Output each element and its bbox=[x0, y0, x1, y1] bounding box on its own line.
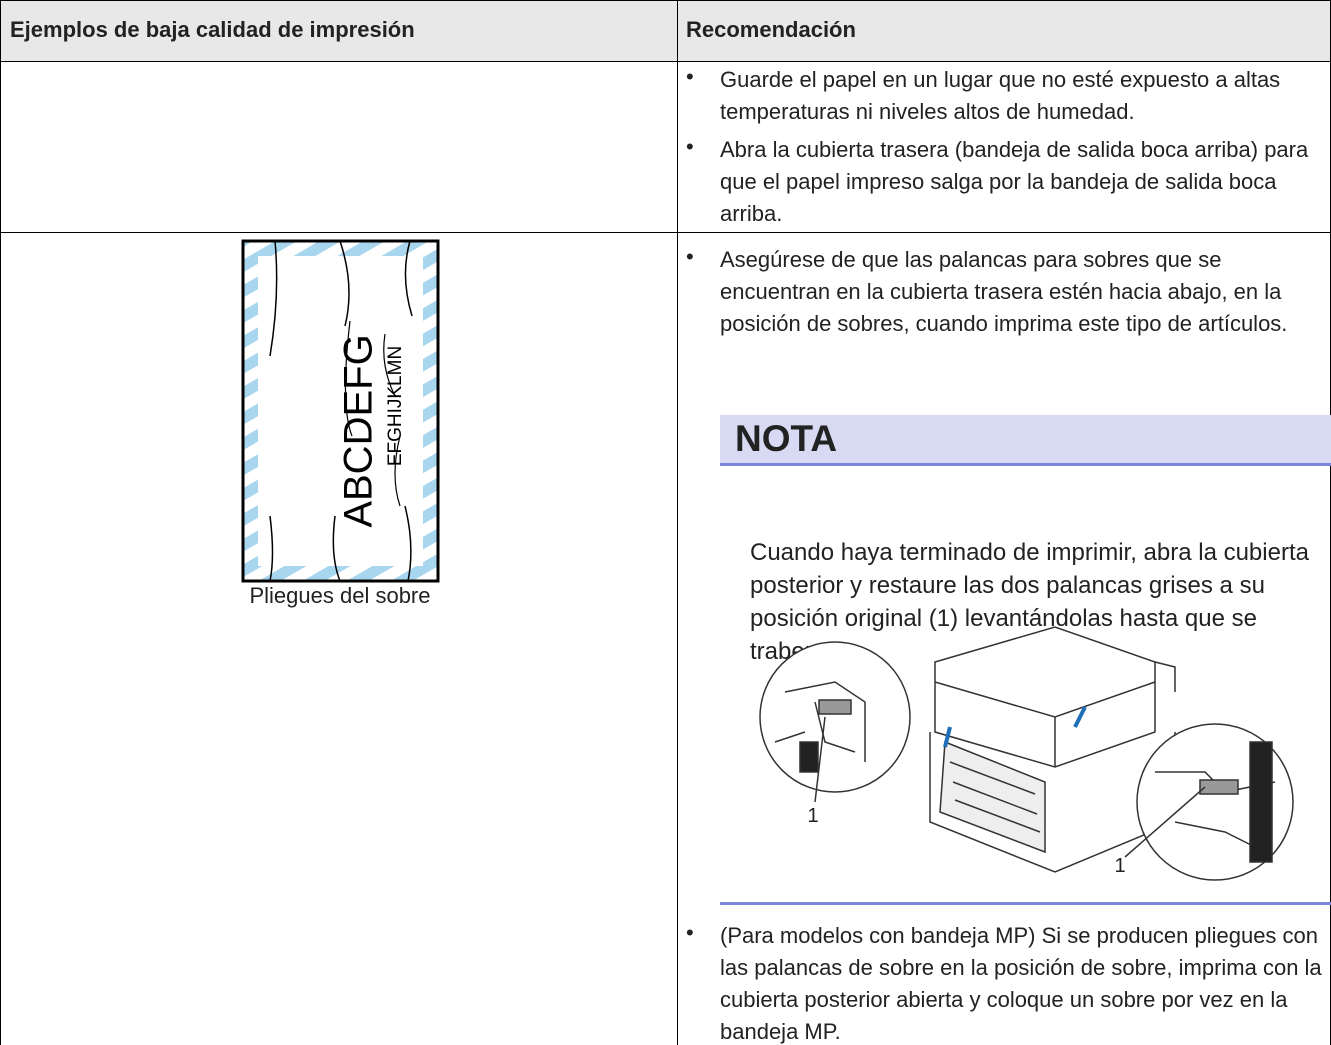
note-text: Cuando haya terminado de imprimir, abra … bbox=[750, 539, 1309, 665]
border bbox=[0, 232, 1331, 233]
note-header: NOTA bbox=[720, 415, 1331, 466]
note-title: NOTA bbox=[735, 418, 838, 459]
header-cell: Recomendación bbox=[686, 17, 856, 42]
header-cell: Ejemplos de baja calidad de impresión bbox=[10, 17, 415, 42]
note-rule bbox=[720, 902, 1331, 905]
bullet: • bbox=[686, 244, 694, 269]
table-header: Ejemplos de baja calidad de impresión Re… bbox=[0, 0, 1331, 61]
printer-illustration: 1 1 bbox=[759, 626, 1294, 881]
border bbox=[0, 0, 1, 1045]
illustration-text: ABCDEFG bbox=[337, 334, 381, 527]
illustration-text: EFGHIJKLMN bbox=[385, 346, 406, 466]
bullet: • bbox=[686, 134, 694, 159]
border bbox=[677, 0, 678, 1045]
recommendation: Abra la cubierta trasera (bandeja de sal… bbox=[720, 137, 1309, 226]
callout: 1 bbox=[1114, 855, 1125, 877]
border bbox=[0, 61, 1331, 62]
callout: 1 bbox=[807, 805, 818, 827]
envelope-illustration: ABCDEFG EFGHIJKLMN bbox=[241, 239, 440, 583]
border bbox=[0, 0, 1331, 1]
bullet: • bbox=[686, 920, 694, 945]
recommendation: (Para modelos con bandeja MP) Si se prod… bbox=[720, 923, 1322, 1044]
recommendation: Guarde el papel en un lugar que no esté … bbox=[720, 67, 1281, 124]
bullet: • bbox=[686, 64, 694, 89]
recommendation: Asegúrese de que las palancas para sobre… bbox=[720, 247, 1288, 336]
caption: Pliegues del sobre bbox=[249, 583, 431, 608]
